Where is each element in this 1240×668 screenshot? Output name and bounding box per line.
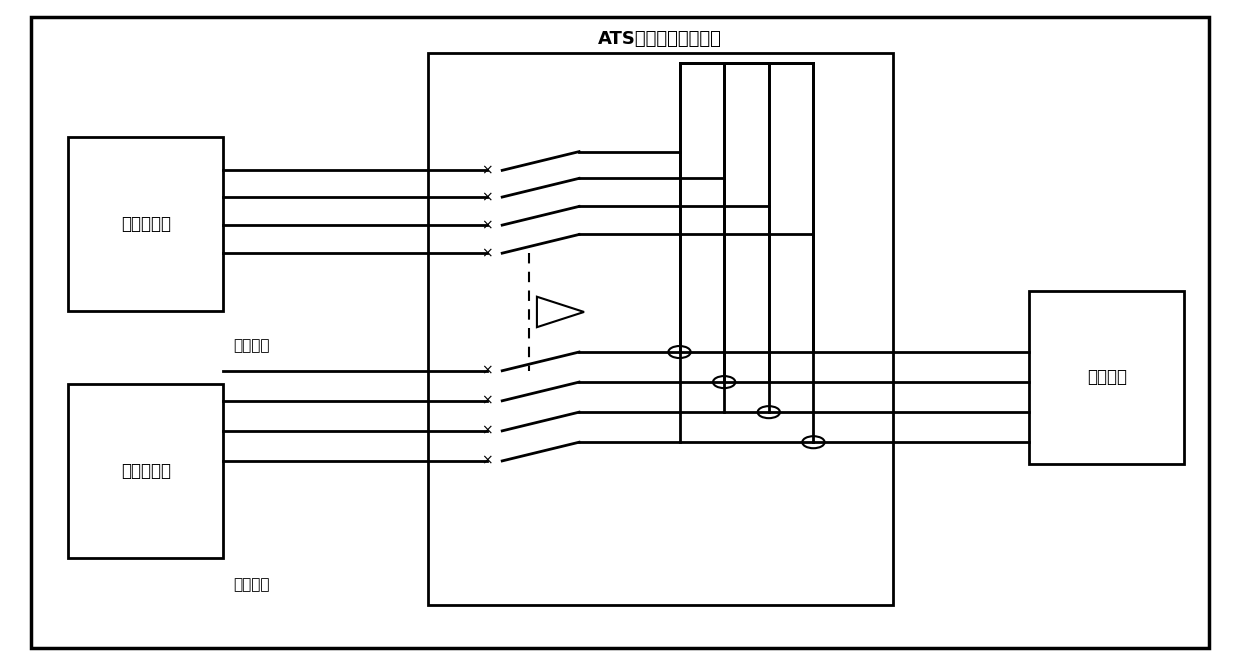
Text: ATS（自动转换开关）: ATS（自动转换开关） xyxy=(599,30,722,47)
Text: 第二变压器: 第二变压器 xyxy=(120,462,171,480)
FancyBboxPatch shape xyxy=(1029,291,1184,464)
Text: ×: × xyxy=(481,364,494,377)
FancyBboxPatch shape xyxy=(31,17,1209,648)
Text: ×: × xyxy=(481,218,494,232)
FancyBboxPatch shape xyxy=(68,137,223,311)
Text: ×: × xyxy=(481,164,494,177)
FancyBboxPatch shape xyxy=(68,384,223,558)
FancyBboxPatch shape xyxy=(428,53,893,605)
Text: ×: × xyxy=(481,246,494,260)
Text: （备用）: （备用） xyxy=(233,577,269,592)
Text: ×: × xyxy=(481,424,494,438)
Text: ×: × xyxy=(481,394,494,407)
Text: 第一变压器: 第一变压器 xyxy=(120,215,171,232)
Text: ×: × xyxy=(481,454,494,468)
Text: （常用）: （常用） xyxy=(233,338,269,353)
Text: 控制电源: 控制电源 xyxy=(1086,369,1127,386)
Text: ×: × xyxy=(481,190,494,204)
